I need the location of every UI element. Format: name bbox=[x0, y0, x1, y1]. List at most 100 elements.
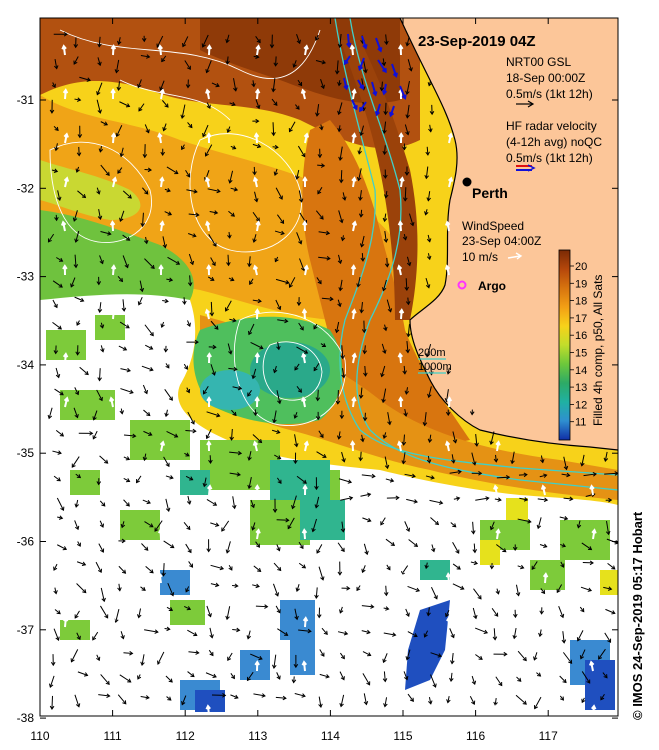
wind-legend-line2: 23-Sep 04:00Z bbox=[462, 234, 541, 248]
wind-arrow bbox=[110, 264, 117, 276]
radar-arrow bbox=[374, 103, 381, 117]
gsl-arrow bbox=[230, 145, 237, 150]
gsl-arrow bbox=[228, 170, 234, 184]
gsl-arrow bbox=[180, 104, 186, 119]
colorbar-tick-label: 20 bbox=[575, 261, 587, 273]
gsl-arrow bbox=[450, 653, 455, 665]
gsl-arrow bbox=[604, 471, 618, 476]
gsl-arrow bbox=[316, 544, 323, 554]
colorbar-title: Filled 4h comp, p50, All Sats bbox=[591, 275, 605, 426]
gsl-arrow bbox=[188, 561, 194, 568]
gsl-arrow bbox=[160, 321, 165, 329]
gsl-arrow bbox=[121, 299, 127, 312]
gsl-arrow bbox=[339, 671, 345, 681]
gsl-arrow bbox=[161, 55, 167, 63]
gsl-arrow bbox=[53, 563, 58, 571]
gsl-arrow bbox=[184, 606, 192, 611]
gsl-arrow bbox=[605, 520, 611, 536]
gsl-arrow bbox=[205, 672, 217, 678]
wind-arrow bbox=[254, 88, 261, 100]
lon-label: 115 bbox=[393, 729, 412, 743]
gsl-arrow bbox=[275, 605, 281, 614]
gsl-arrow bbox=[143, 409, 151, 417]
gsl-arrow bbox=[510, 451, 515, 465]
gsl-arrow bbox=[317, 186, 323, 195]
gsl-arrow bbox=[160, 148, 166, 157]
radar-arrow bbox=[377, 59, 387, 74]
gsl-arrow bbox=[48, 675, 55, 688]
gsl-arrow bbox=[137, 674, 142, 680]
wind-arrow bbox=[397, 440, 403, 452]
gsl-arrow bbox=[445, 409, 451, 417]
map-frame bbox=[39, 17, 619, 717]
gsl-arrow bbox=[407, 693, 414, 702]
gsl-arrow bbox=[206, 605, 212, 618]
gsl-arrow bbox=[382, 145, 388, 156]
gsl-arrow bbox=[296, 475, 307, 484]
wind-arrow bbox=[542, 704, 548, 716]
gsl-arrow bbox=[144, 167, 152, 173]
wind-arrow bbox=[255, 528, 261, 540]
gsl-arrow bbox=[339, 170, 344, 184]
gsl-arrow bbox=[382, 121, 387, 135]
gsl-arrow bbox=[166, 431, 179, 438]
gsl-arrow bbox=[339, 652, 345, 660]
gsl-arrow bbox=[52, 321, 63, 330]
gsl-arrow bbox=[79, 366, 89, 376]
gsl-arrow bbox=[255, 99, 261, 110]
gsl-arrow bbox=[429, 104, 435, 116]
gsl-arrow bbox=[47, 233, 55, 243]
gsl-arrow bbox=[188, 650, 200, 655]
gsl-arrow bbox=[449, 469, 462, 475]
wind-arrow bbox=[590, 616, 596, 628]
gsl-arrow bbox=[51, 168, 59, 173]
gsl-arrow bbox=[563, 456, 569, 471]
wind-arrow bbox=[350, 616, 357, 628]
gsl-arrow bbox=[250, 341, 264, 350]
gsl-arrow bbox=[276, 672, 281, 680]
gsl-arrow bbox=[276, 341, 281, 351]
gsl-arrow bbox=[402, 365, 407, 375]
gsl-arrow bbox=[337, 254, 343, 265]
gsl-arrow bbox=[144, 258, 155, 270]
gsl-arrow bbox=[337, 561, 343, 576]
wind-arrow bbox=[61, 484, 67, 496]
wind-arrow bbox=[589, 484, 595, 496]
gsl-arrow bbox=[100, 231, 112, 236]
wind-arrow bbox=[252, 264, 259, 276]
gsl-arrow bbox=[75, 166, 80, 173]
gsl-arrow bbox=[341, 451, 346, 463]
gsl-arrow bbox=[362, 345, 368, 355]
contour-200-label: 200m bbox=[418, 347, 446, 359]
gsl-arrow bbox=[96, 654, 101, 662]
gsl-arrow bbox=[403, 187, 408, 202]
gsl-arrow bbox=[561, 631, 567, 644]
gsl-arrow bbox=[76, 541, 81, 547]
gsl-arrow bbox=[361, 629, 371, 635]
gsl-arrow bbox=[251, 368, 257, 380]
gsl-arrow bbox=[452, 541, 460, 554]
gsl-arrow bbox=[159, 80, 165, 91]
wind-arrow bbox=[589, 660, 595, 672]
lon-label: 111 bbox=[103, 729, 122, 743]
wind-legend-arrow bbox=[507, 252, 523, 260]
wind-arrow bbox=[351, 396, 357, 408]
gsl-arrow bbox=[74, 694, 81, 708]
gsl-arrow bbox=[427, 434, 433, 443]
wind-arrow bbox=[157, 44, 164, 56]
gsl-arrow bbox=[311, 518, 317, 533]
wind-arrow bbox=[397, 220, 404, 232]
wind-arrow bbox=[63, 660, 69, 672]
gsl-arrow bbox=[202, 124, 209, 138]
gsl-arrow bbox=[404, 473, 416, 479]
gsl-arrow bbox=[77, 671, 89, 677]
gsl-arrow bbox=[185, 428, 197, 434]
wind-arrow bbox=[300, 88, 307, 100]
gsl-arrow bbox=[426, 607, 431, 617]
gsl-arrow bbox=[100, 587, 106, 603]
wind-arrow bbox=[108, 396, 115, 408]
gsl-arrow bbox=[361, 604, 375, 609]
gsl-arrow bbox=[247, 256, 252, 268]
gsl-arrow bbox=[515, 694, 527, 705]
lat-label: -35 bbox=[17, 446, 35, 460]
